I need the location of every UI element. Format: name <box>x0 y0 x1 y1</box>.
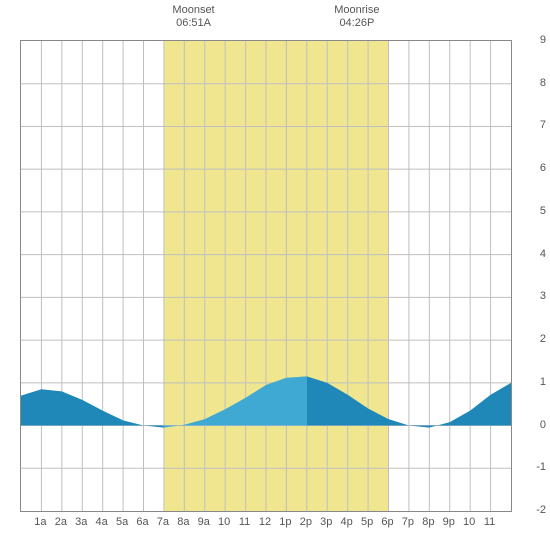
y-tick-label: 9 <box>540 34 546 46</box>
x-tick-label: 8p <box>422 516 434 528</box>
chart-svg <box>21 41 511 511</box>
y-tick-label: 2 <box>540 333 546 345</box>
y-tick-label: 6 <box>540 162 546 174</box>
moonset-label: Moonset <box>164 4 224 17</box>
x-tick-label: 3p <box>320 516 332 528</box>
x-tick-label: 7a <box>157 516 169 528</box>
x-tick-label: 10 <box>463 516 475 528</box>
x-tick-label: 7p <box>402 516 414 528</box>
y-tick-label: 1 <box>540 376 546 388</box>
x-tick-label: 6p <box>381 516 393 528</box>
moonset-time: 06:51A <box>164 17 224 30</box>
moonrise-time: 04:26P <box>327 17 387 30</box>
x-axis-ticks: 1a 2a 3a 4a 5a 6a 7a 8a 9a 10 11 12 1p 2p 3p 4p 5p 6p 7p 8p… <box>20 516 510 536</box>
top-annotations: Moonset 06:51A Moonrise 04:26P <box>20 4 510 38</box>
x-tick-label: 5a <box>116 516 128 528</box>
x-tick-label: 11 <box>239 516 250 528</box>
y-tick-label: 7 <box>540 119 546 131</box>
x-tick-label: 3a <box>75 516 87 528</box>
x-tick-label: 4p <box>341 516 353 528</box>
y-tick-label: 5 <box>540 205 546 217</box>
tide-chart <box>20 40 510 510</box>
x-tick-label: 5p <box>361 516 373 528</box>
plot-area <box>20 40 512 512</box>
x-tick-label: 11 <box>484 516 495 528</box>
moonrise-annotation: Moonrise 04:26P <box>327 4 387 30</box>
moonrise-label: Moonrise <box>327 4 387 17</box>
x-tick-label: 2a <box>55 516 67 528</box>
x-tick-label: 1p <box>279 516 291 528</box>
y-tick-label: 0 <box>540 419 546 431</box>
y-tick-label: 8 <box>540 77 546 89</box>
x-tick-label: 8a <box>177 516 189 528</box>
x-tick-label: 9p <box>443 516 455 528</box>
y-axis-ticks: -2-10123456789 <box>532 40 546 510</box>
y-tick-label: 3 <box>540 290 546 302</box>
y-tick-label: -1 <box>536 461 546 473</box>
y-tick-label: -2 <box>536 504 546 516</box>
x-tick-label: 1a <box>34 516 46 528</box>
x-tick-label: 2p <box>300 516 312 528</box>
moonset-annotation: Moonset 06:51A <box>164 4 224 30</box>
x-tick-label: 4a <box>96 516 108 528</box>
x-tick-label: 10 <box>218 516 230 528</box>
x-tick-label: 12 <box>259 516 271 528</box>
x-tick-label: 6a <box>136 516 148 528</box>
y-tick-label: 4 <box>540 248 546 260</box>
x-tick-label: 9a <box>198 516 210 528</box>
